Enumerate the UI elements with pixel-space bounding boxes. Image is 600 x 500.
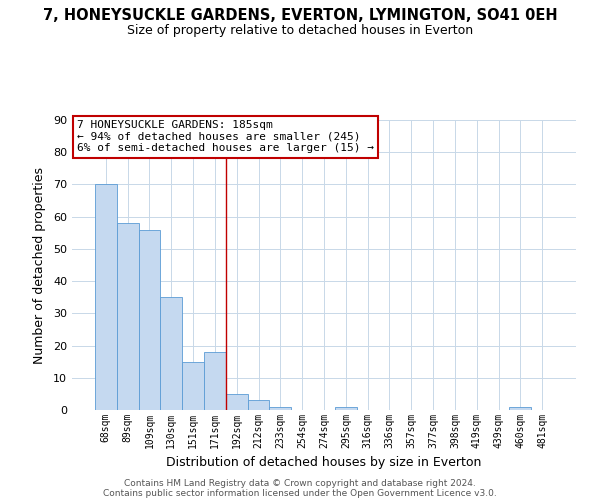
Bar [335,407,357,410]
Bar [160,297,182,410]
Text: Size of property relative to detached houses in Everton: Size of property relative to detached ho… [127,24,473,37]
Bar [248,400,269,410]
Text: 7 HONEYSUCKLE GARDENS: 185sqm
← 94% of detached houses are smaller (245)
6% of s: 7 HONEYSUCKLE GARDENS: 185sqm ← 94% of d… [77,120,374,153]
Bar [509,407,531,410]
Bar [269,407,291,410]
Bar [117,223,139,410]
Bar [139,230,160,410]
Bar [95,184,117,410]
Text: Contains HM Land Registry data © Crown copyright and database right 2024.: Contains HM Land Registry data © Crown c… [124,478,476,488]
Text: Contains public sector information licensed under the Open Government Licence v3: Contains public sector information licen… [103,488,497,498]
Bar [204,352,226,410]
Bar [182,362,204,410]
X-axis label: Distribution of detached houses by size in Everton: Distribution of detached houses by size … [166,456,482,469]
Bar [226,394,248,410]
Text: 7, HONEYSUCKLE GARDENS, EVERTON, LYMINGTON, SO41 0EH: 7, HONEYSUCKLE GARDENS, EVERTON, LYMINGT… [43,8,557,22]
Y-axis label: Number of detached properties: Number of detached properties [33,166,46,364]
